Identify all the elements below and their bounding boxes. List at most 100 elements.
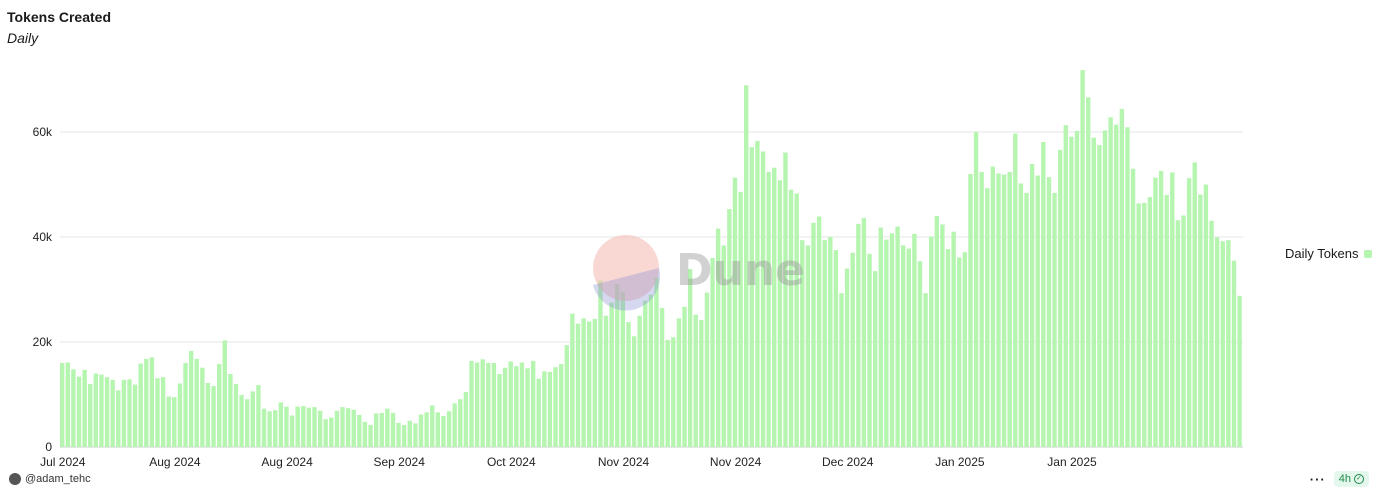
- bar[interactable]: [127, 379, 132, 447]
- bar[interactable]: [446, 411, 452, 447]
- bar[interactable]: [609, 302, 614, 448]
- bar[interactable]: [687, 269, 693, 447]
- bar[interactable]: [121, 379, 127, 447]
- refresh-badge[interactable]: 4h ✓: [1333, 471, 1369, 487]
- bar[interactable]: [643, 300, 648, 447]
- bar[interactable]: [435, 412, 441, 447]
- bar[interactable]: [424, 412, 429, 447]
- bar[interactable]: [648, 294, 654, 447]
- bar[interactable]: [1237, 295, 1242, 447]
- bar[interactable]: [1214, 237, 1220, 447]
- bar[interactable]: [631, 336, 637, 447]
- bar[interactable]: [1136, 203, 1141, 447]
- bar[interactable]: [1147, 197, 1153, 447]
- bar[interactable]: [1192, 162, 1197, 447]
- bar[interactable]: [839, 293, 844, 447]
- bar[interactable]: [990, 166, 996, 447]
- bar[interactable]: [962, 252, 968, 447]
- bar[interactable]: [1029, 164, 1035, 447]
- bar[interactable]: [396, 422, 401, 447]
- bar[interactable]: [458, 399, 463, 447]
- author-handle[interactable]: @adam_tehc: [25, 473, 91, 485]
- more-options-icon[interactable]: ···: [1309, 471, 1326, 487]
- bar[interactable]: [704, 292, 710, 447]
- bar[interactable]: [951, 231, 956, 447]
- bar[interactable]: [1057, 149, 1063, 447]
- bar[interactable]: [570, 313, 575, 447]
- bar[interactable]: [659, 307, 665, 448]
- bar[interactable]: [418, 414, 424, 447]
- bar[interactable]: [1153, 177, 1158, 447]
- bar[interactable]: [205, 382, 211, 447]
- bar[interactable]: [317, 410, 323, 447]
- bar[interactable]: [469, 360, 474, 447]
- bar[interactable]: [480, 359, 485, 447]
- bar[interactable]: [60, 363, 65, 447]
- bar[interactable]: [1114, 124, 1119, 448]
- bar[interactable]: [710, 258, 715, 447]
- bar[interactable]: [138, 363, 143, 447]
- bar[interactable]: [676, 318, 682, 448]
- bar[interactable]: [872, 271, 878, 448]
- bar[interactable]: [497, 374, 502, 447]
- bar[interactable]: [329, 417, 334, 447]
- bar[interactable]: [340, 407, 345, 447]
- bar[interactable]: [430, 405, 435, 447]
- bar[interactable]: [200, 367, 205, 447]
- bar[interactable]: [1181, 215, 1186, 447]
- bar[interactable]: [1164, 195, 1169, 447]
- bar[interactable]: [486, 363, 491, 447]
- bar[interactable]: [822, 240, 827, 447]
- bar[interactable]: [166, 396, 171, 447]
- bar[interactable]: [1063, 125, 1068, 448]
- bar[interactable]: [345, 408, 351, 447]
- bar[interactable]: [558, 364, 564, 447]
- bar[interactable]: [368, 424, 373, 447]
- bar[interactable]: [805, 245, 811, 447]
- bar[interactable]: [71, 369, 76, 447]
- bar[interactable]: [1007, 171, 1012, 447]
- bar[interactable]: [800, 240, 805, 447]
- bar[interactable]: [1119, 108, 1125, 448]
- bar[interactable]: [525, 368, 530, 447]
- bar[interactable]: [1069, 136, 1074, 447]
- bar[interactable]: [654, 277, 659, 447]
- bar[interactable]: [194, 358, 199, 447]
- bar[interactable]: [76, 376, 82, 447]
- bar[interactable]: [245, 399, 250, 447]
- bar[interactable]: [637, 315, 642, 447]
- bar[interactable]: [575, 323, 581, 448]
- bar[interactable]: [1024, 192, 1029, 447]
- bar[interactable]: [766, 171, 771, 447]
- bar[interactable]: [901, 245, 906, 447]
- bar[interactable]: [811, 222, 816, 447]
- bar[interactable]: [144, 358, 149, 447]
- bar[interactable]: [261, 408, 267, 447]
- bar[interactable]: [721, 245, 726, 447]
- bar[interactable]: [233, 384, 239, 447]
- bar[interactable]: [1080, 70, 1085, 448]
- bar[interactable]: [744, 85, 749, 448]
- bar[interactable]: [452, 403, 457, 447]
- bar[interactable]: [1041, 141, 1046, 447]
- bar[interactable]: [749, 147, 754, 447]
- bar[interactable]: [603, 315, 609, 447]
- bar[interactable]: [441, 416, 446, 447]
- bar[interactable]: [542, 371, 547, 447]
- bar[interactable]: [783, 152, 788, 447]
- bar[interactable]: [1231, 260, 1237, 448]
- bar[interactable]: [1091, 137, 1096, 447]
- bar[interactable]: [390, 412, 396, 448]
- bar[interactable]: [985, 188, 990, 447]
- bar[interactable]: [772, 167, 777, 447]
- bar[interactable]: [149, 357, 155, 447]
- bar[interactable]: [727, 209, 732, 447]
- bar[interactable]: [295, 406, 300, 447]
- bar[interactable]: [715, 228, 721, 447]
- legend[interactable]: Daily Tokens: [1285, 246, 1373, 261]
- bar[interactable]: [1170, 172, 1175, 448]
- bar[interactable]: [362, 421, 368, 447]
- bar[interactable]: [867, 253, 872, 447]
- bar[interactable]: [760, 151, 766, 448]
- bar[interactable]: [93, 373, 99, 448]
